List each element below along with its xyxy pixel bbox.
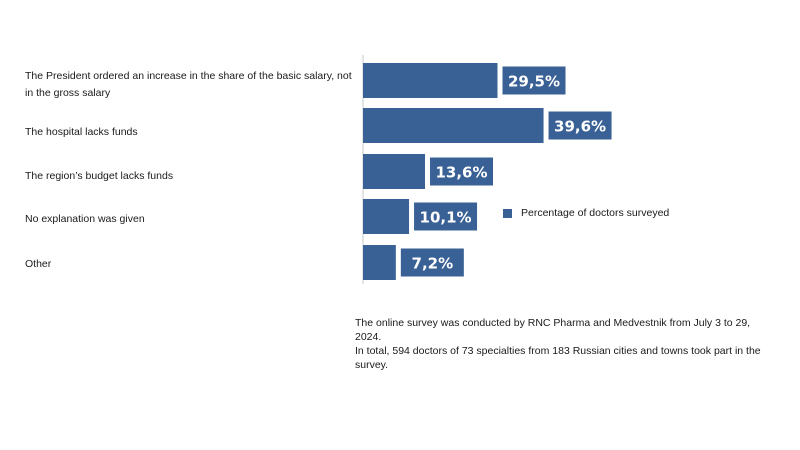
footnote-participants: In total, 594 doctors of 73 specialties … [355,345,761,371]
bar-3 [363,199,410,234]
category-label-other: Other [25,258,52,270]
data-label-0: 29,5% [508,73,560,91]
footnote-survey-dates: The online survey was conducted by RNC P… [355,317,751,343]
data-label-2: 13,6% [435,164,487,182]
bar-0 [363,63,498,98]
category-label-president: The President ordered an increase in the… [25,70,352,99]
data-label-3: 10,1% [420,209,472,227]
data-label-bg-0 [502,66,566,95]
bar-1 [363,108,544,143]
data-label-bg-3 [414,202,478,231]
bar-2 [363,154,426,189]
category-label-no-explanation: No explanation was given [25,213,145,225]
data-label-bg-4 [400,248,464,277]
chart-plot: 29,5% 39,6% 13,6% 10,1% 7,2% [362,55,612,284]
bar-4 [363,245,396,280]
data-label-1: 39,6% [554,118,606,136]
data-label-bg-1 [548,111,612,140]
category-label-hospital: The hospital lacks funds [25,126,138,138]
data-label-bg-2 [430,157,494,186]
category-label-region: The region’s budget lacks funds [25,170,174,182]
legend-label: Percentage of doctors surveyed [521,207,670,219]
data-label-4: 7,2% [412,255,454,273]
chart: 29,5% 39,6% 13,6% 10,1% 7,2% The President o… [25,55,669,284]
legend-swatch [503,208,512,218]
legend: Percentage of doctors surveyed [503,205,669,221]
